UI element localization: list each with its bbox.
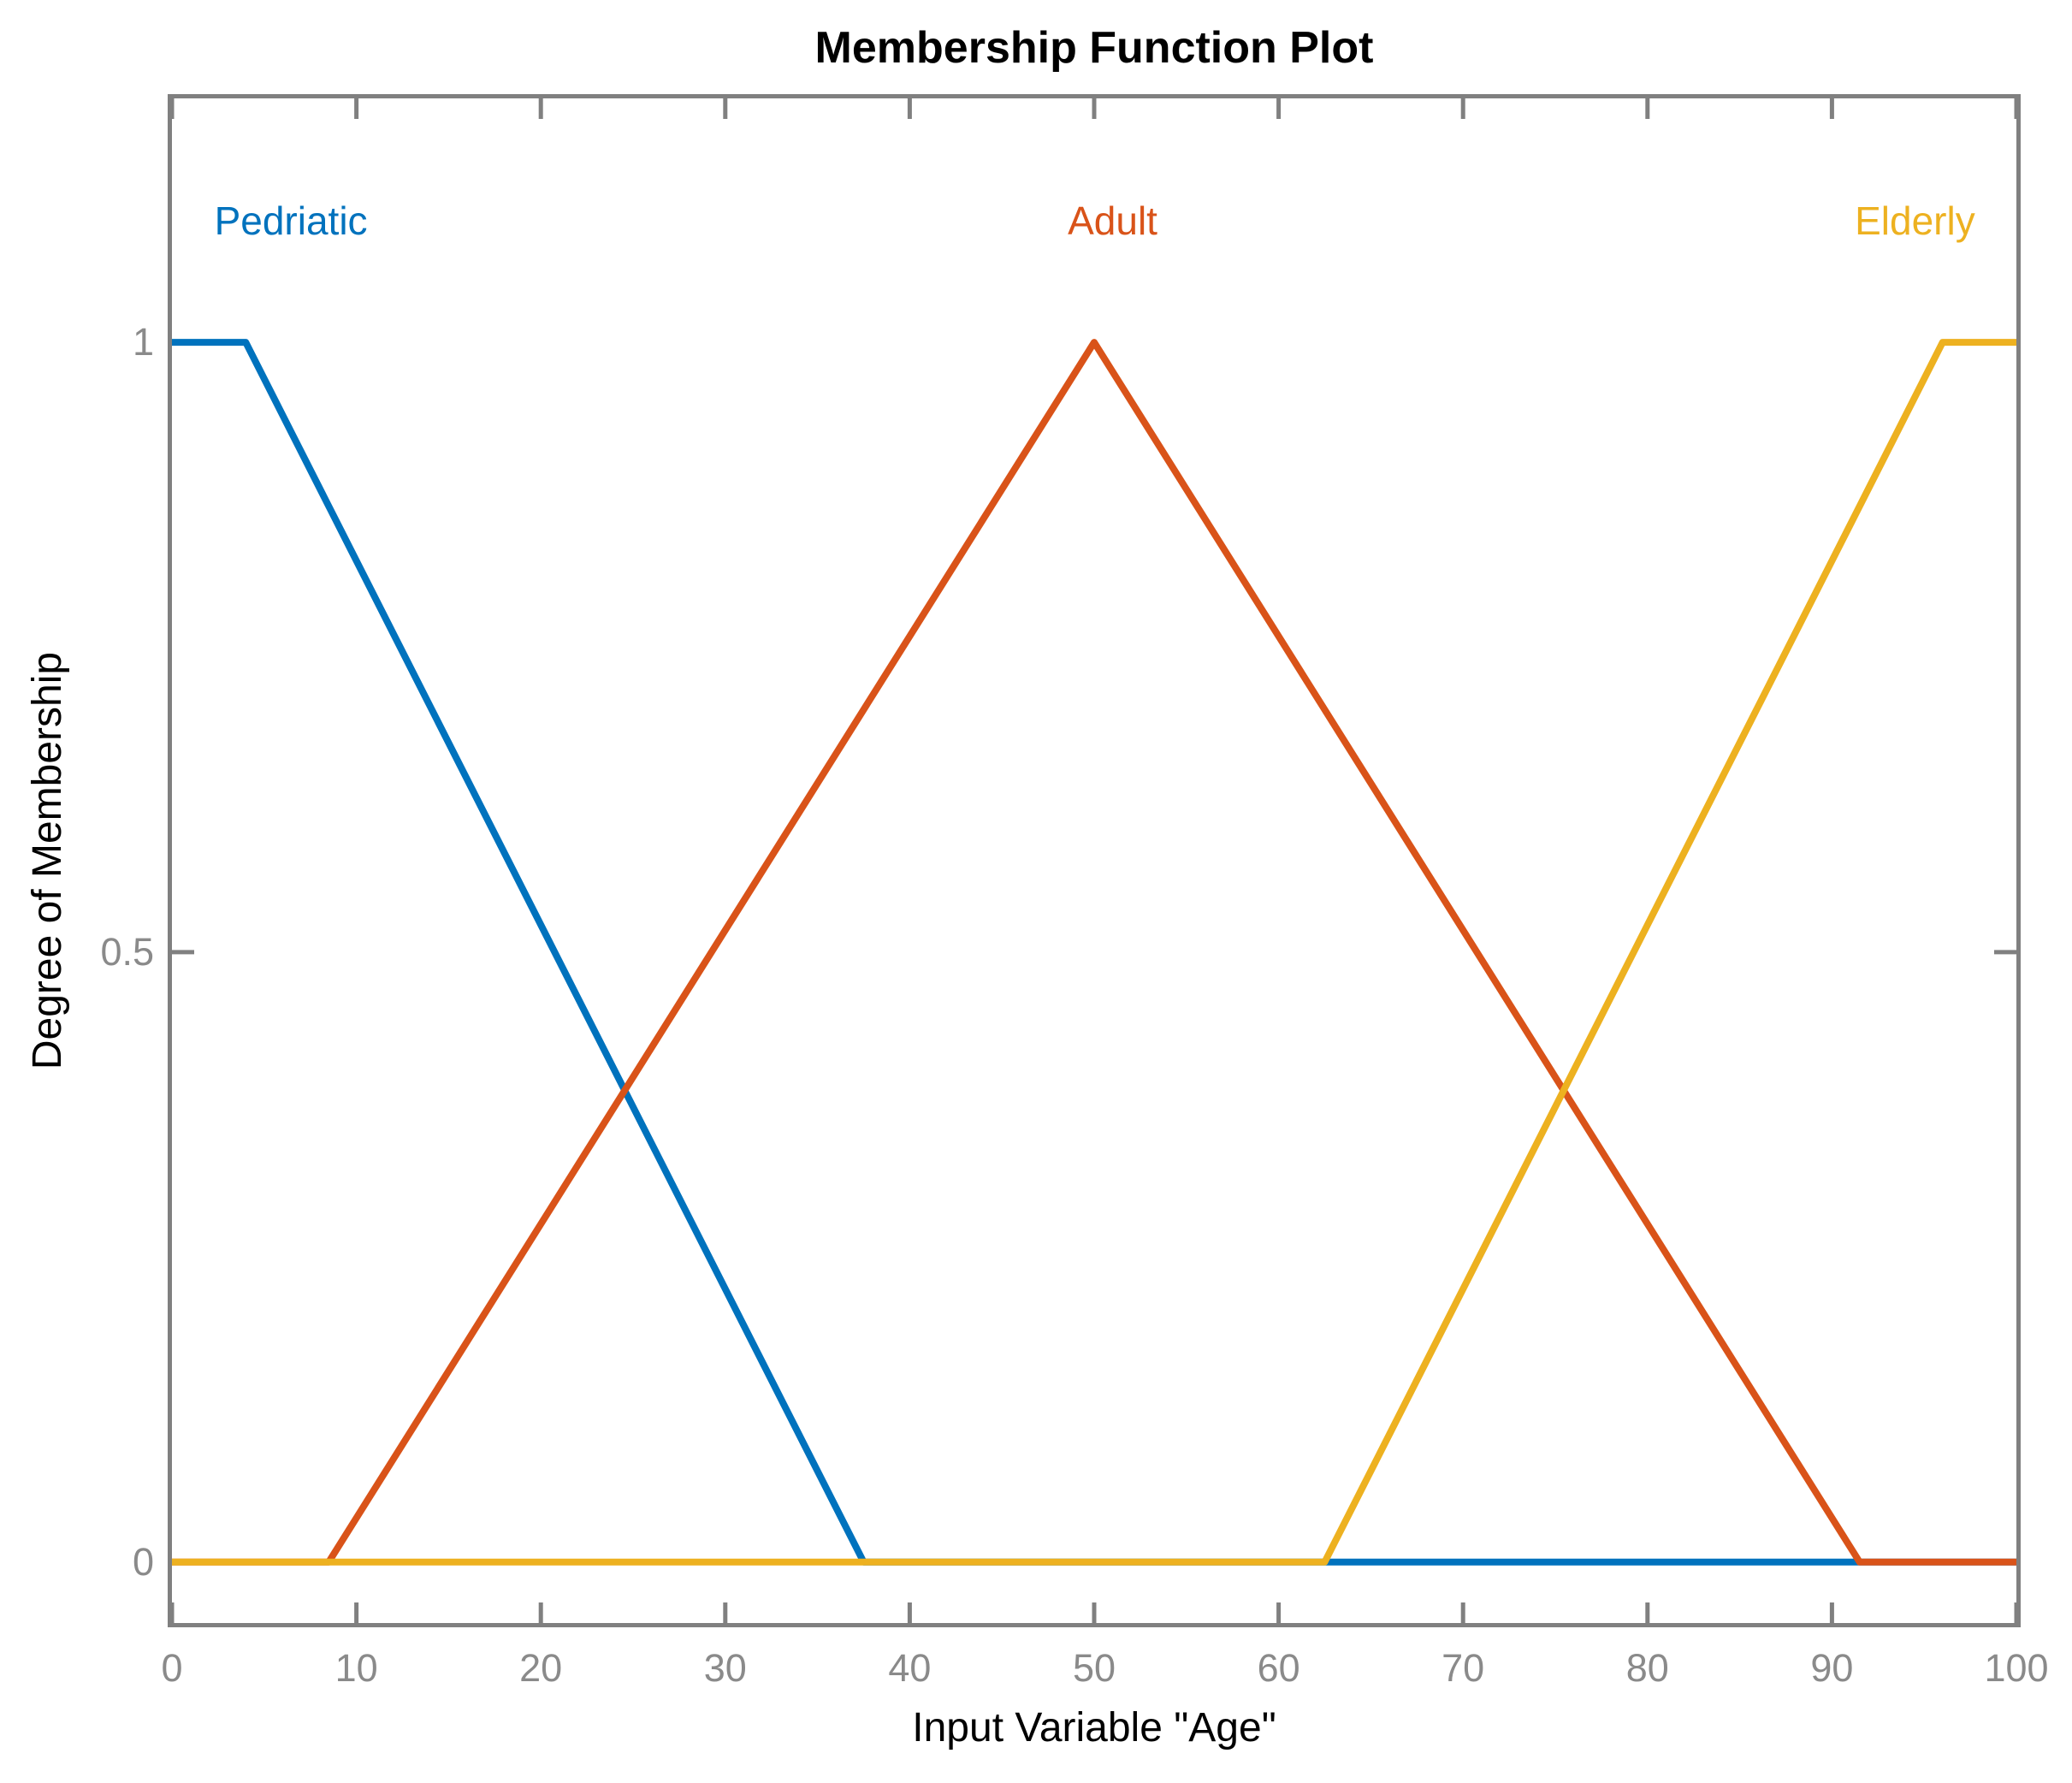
x-tick-label-100: 100 bbox=[1984, 1646, 2049, 1690]
y-tick-label-0.5: 0.5 bbox=[100, 929, 154, 974]
curve-label-elderly: Elderly bbox=[1855, 198, 1975, 243]
series-line-pedriatic bbox=[172, 339, 2016, 1566]
x-tick-label-60: 60 bbox=[1257, 1646, 1300, 1690]
y-tick-label-0: 0 bbox=[132, 1539, 154, 1584]
y-axis-label: Degree of Membership bbox=[25, 651, 70, 1070]
series-line-elderly bbox=[172, 339, 2016, 1566]
plot-area bbox=[168, 94, 2021, 1627]
x-axis-label: Input Variable "Age" bbox=[912, 1705, 1276, 1750]
curve-label-pedriatic: Pedriatic bbox=[214, 198, 368, 243]
x-tick-label-70: 70 bbox=[1442, 1646, 1485, 1690]
x-tick-label-10: 10 bbox=[334, 1646, 378, 1690]
x-tick-label-50: 50 bbox=[1072, 1646, 1116, 1690]
x-tick-label-40: 40 bbox=[888, 1646, 932, 1690]
curve-label-adult: Adult bbox=[1068, 198, 1157, 243]
x-tick-label-30: 30 bbox=[703, 1646, 747, 1690]
chart-title: Membership Function Plot bbox=[814, 23, 1374, 73]
x-tick-label-20: 20 bbox=[519, 1646, 563, 1690]
x-tick-label-90: 90 bbox=[1810, 1646, 1854, 1690]
y-tick-label-1: 1 bbox=[132, 320, 154, 364]
plot-canvas bbox=[172, 98, 2016, 1623]
series-line-adult bbox=[172, 339, 2016, 1566]
x-tick-label-0: 0 bbox=[161, 1646, 183, 1690]
x-tick-label-80: 80 bbox=[1625, 1646, 1669, 1690]
